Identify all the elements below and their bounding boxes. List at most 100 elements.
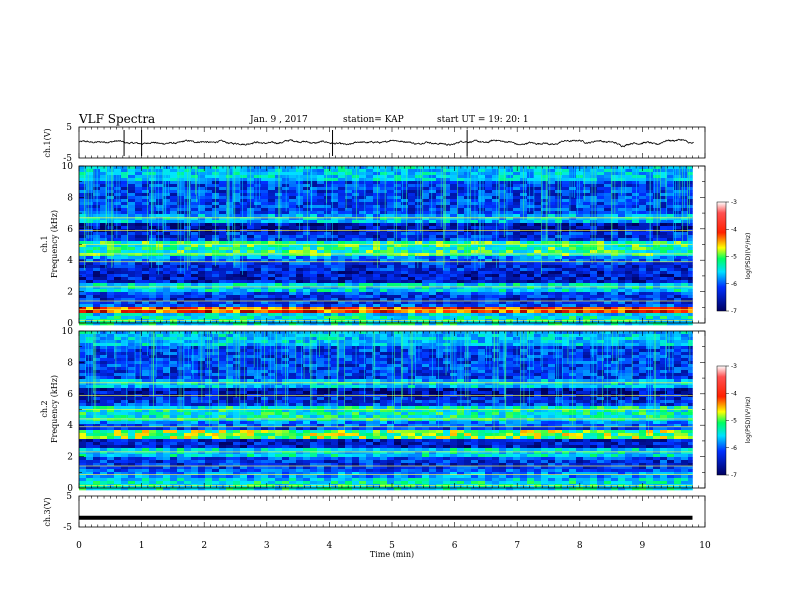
spectrogram-cell bbox=[443, 238, 451, 242]
spectrogram-cell bbox=[373, 178, 381, 182]
spectrogram-cell bbox=[394, 310, 402, 314]
spectrogram-cell bbox=[499, 313, 507, 317]
spectrogram-cell bbox=[625, 313, 633, 317]
spectrogram-cell bbox=[492, 187, 500, 191]
spectrogram-cell bbox=[506, 175, 514, 179]
spectrogram-cell bbox=[100, 322, 108, 326]
spectrogram-cell bbox=[338, 241, 346, 245]
spectrogram-cell bbox=[408, 301, 416, 305]
spectrogram-cell bbox=[639, 202, 647, 206]
spectrogram-cell bbox=[373, 271, 381, 275]
spectrogram-cell bbox=[163, 172, 171, 176]
spectrogram-cell bbox=[240, 331, 248, 335]
spectrogram-cell bbox=[331, 298, 339, 302]
spectrogram-cell bbox=[352, 265, 360, 269]
spectrogram-cell bbox=[135, 304, 143, 308]
spectrogram-cell bbox=[261, 178, 269, 182]
spectrogram-cell bbox=[590, 220, 598, 224]
spectrogram-cell bbox=[296, 253, 304, 257]
spectrogram-cell bbox=[436, 196, 444, 200]
spectrogram-cell bbox=[254, 274, 262, 278]
spectrogram-cell bbox=[639, 178, 647, 182]
spectrogram-cell bbox=[450, 244, 458, 248]
spectrogram-cell bbox=[254, 184, 262, 188]
spectrogram-cell bbox=[380, 298, 388, 302]
spectrogram-cell bbox=[457, 184, 465, 188]
spectrogram-cell bbox=[233, 220, 241, 224]
spectrogram-cell bbox=[408, 220, 416, 224]
spectrogram-cell bbox=[331, 316, 339, 320]
spectrogram-cell bbox=[366, 250, 374, 254]
spectrogram-cell bbox=[289, 289, 297, 293]
spectrogram-cell bbox=[226, 178, 234, 182]
spectrogram-cell bbox=[107, 292, 115, 296]
spectrogram-cell bbox=[338, 169, 346, 173]
spectrogram-cell bbox=[317, 202, 325, 206]
spectrogram-cell bbox=[443, 226, 451, 230]
spectrogram-cell bbox=[310, 205, 318, 209]
spectrogram-cell bbox=[394, 244, 402, 248]
spectrogram-cell bbox=[625, 250, 633, 254]
spectrogram-cell bbox=[205, 265, 213, 269]
spectrogram-cell bbox=[394, 193, 402, 197]
spectrogram-cell bbox=[436, 322, 444, 326]
spectrogram-cell bbox=[198, 286, 206, 290]
spectrogram-cell bbox=[282, 262, 290, 266]
spectrogram-cell bbox=[247, 244, 255, 248]
spectrogram-cell bbox=[380, 262, 388, 266]
spectrogram-cell bbox=[653, 187, 661, 191]
spectrogram-cell bbox=[93, 205, 101, 209]
spectrogram-cell bbox=[443, 208, 451, 212]
spectrogram-cell bbox=[506, 184, 514, 188]
spectrogram-cell bbox=[100, 196, 108, 200]
spectrogram-cell bbox=[170, 268, 178, 272]
spectrogram-cell bbox=[128, 205, 136, 209]
spectrogram-cell bbox=[527, 232, 535, 236]
spectrogram-cell bbox=[520, 235, 528, 239]
spectrogram-cell bbox=[310, 256, 318, 260]
spectrogram-cell bbox=[177, 301, 185, 305]
spectrogram-cell bbox=[135, 280, 143, 284]
spectrogram-cell bbox=[562, 292, 570, 296]
spectrogram-cell bbox=[632, 220, 640, 224]
spectrogram-cell bbox=[436, 301, 444, 305]
spectrogram-cell bbox=[191, 247, 199, 251]
spectrogram-cell bbox=[618, 223, 626, 227]
spectrogram-cell bbox=[485, 283, 493, 287]
spectrogram-cell bbox=[114, 238, 122, 242]
spectrogram-cell bbox=[632, 196, 640, 200]
spectrogram-cell bbox=[93, 190, 101, 194]
spectrogram-cell bbox=[275, 313, 283, 317]
spectrogram-cell bbox=[233, 274, 241, 278]
spectrogram-cell bbox=[114, 286, 122, 290]
spectrogram-cell bbox=[422, 166, 430, 170]
spectrogram-cell bbox=[352, 166, 360, 170]
spectrogram-cell bbox=[653, 175, 661, 179]
spectrogram-cell bbox=[247, 265, 255, 269]
spectrogram-cell bbox=[331, 190, 339, 194]
spectrogram-cell bbox=[107, 259, 115, 263]
spectrogram-cell bbox=[240, 274, 248, 278]
spectrogram-cell bbox=[485, 295, 493, 299]
spectrogram-cell bbox=[79, 226, 87, 230]
spectrogram-cell bbox=[296, 259, 304, 263]
spectrogram-cell bbox=[359, 205, 367, 209]
spectrogram-cell bbox=[324, 166, 332, 170]
spectrogram-cell bbox=[450, 232, 458, 236]
spectrogram-cell bbox=[289, 166, 297, 170]
spectrogram-cell bbox=[562, 220, 570, 224]
spectrogram-cell bbox=[296, 307, 304, 311]
spectrogram-cell bbox=[660, 301, 668, 305]
spectrogram-cell bbox=[79, 289, 87, 293]
spectrogram-cell bbox=[667, 235, 675, 239]
spectrogram-cell bbox=[289, 307, 297, 311]
spectrogram-cell bbox=[317, 268, 325, 272]
spectrogram-cell bbox=[653, 313, 661, 317]
spectrogram-cell bbox=[653, 310, 661, 314]
spectrogram-cell bbox=[79, 211, 87, 215]
spectrogram-cell bbox=[86, 202, 94, 206]
spectrogram-cell bbox=[247, 253, 255, 257]
spectrogram-cell bbox=[611, 226, 619, 230]
spectrogram-cell bbox=[534, 295, 542, 299]
spectrogram-cell bbox=[387, 295, 395, 299]
